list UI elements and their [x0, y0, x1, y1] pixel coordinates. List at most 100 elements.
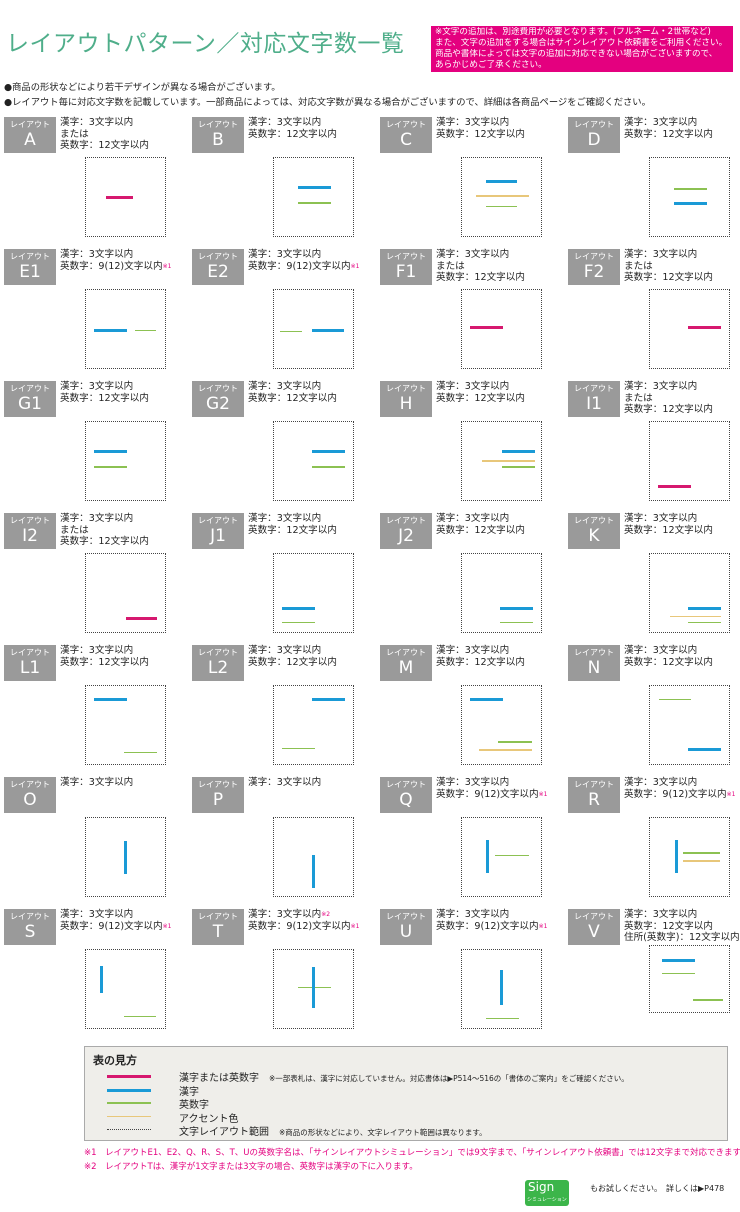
- layout-label-prefix: レイアウト: [574, 516, 614, 525]
- spec-line: 漢字：3文字以内: [60, 645, 149, 657]
- layout-cell-e2: レイアウト E2 漢字：3文字以内 英数字：9(12)文字以内※1: [192, 249, 378, 379]
- layout-spec: 漢字：3文字以内 英数字：9(12)文字以内※1: [60, 249, 171, 272]
- footnote-mark: ※1: [350, 262, 360, 270]
- layout-label: レイアウト L1: [4, 645, 56, 681]
- legend-swatch: [107, 1129, 151, 1130]
- legend-heading: 表の見方: [93, 1054, 137, 1067]
- spec-text: 英数字：12文字以内: [436, 656, 525, 668]
- layout-id: M: [398, 658, 414, 678]
- layout-cell-h: レイアウト H 漢字：3文字以内 英数字：12文字以内: [380, 381, 566, 511]
- spec-line: 英数字：9(12)文字以内※1: [624, 789, 735, 801]
- spec-text: 漢字：3文字以内: [60, 513, 134, 524]
- alnum-line: [281, 747, 316, 750]
- layout-range-box: [273, 157, 354, 237]
- layout-id: J1: [210, 526, 226, 546]
- legend-label: 漢字: [179, 1086, 199, 1098]
- kanji-line: [687, 748, 722, 752]
- spec-line: 英数字：12文字以内: [248, 657, 337, 669]
- alnum-line: [280, 330, 302, 333]
- layout-label-prefix: レイアウト: [10, 648, 50, 657]
- spec-line: 英数字：9(12)文字以内※1: [248, 921, 359, 933]
- spec-text: 英数字：12文字以内: [436, 392, 525, 404]
- layout-spec: 漢字：3文字以内 または 英数字：12文字以内: [624, 381, 713, 416]
- bullet-note: ●レイアウト毎に対応文字数を記載しています。一部商品によっては、対応文字数が異な…: [4, 97, 651, 108]
- layout-id: K: [588, 526, 600, 546]
- spec-line: または: [624, 261, 713, 273]
- layout-label-prefix: レイアウト: [198, 912, 238, 921]
- kanji-line: [469, 697, 504, 701]
- layout-cell-n: レイアウト N 漢字：3文字以内 英数字：12文字以内: [568, 645, 740, 775]
- spec-line: 英数字：12文字以内: [60, 536, 149, 548]
- layout-label-prefix: レイアウト: [386, 648, 426, 657]
- layout-label-prefix: レイアウト: [198, 384, 238, 393]
- layout-range-box: [649, 817, 730, 897]
- layout-label: レイアウト F1: [380, 249, 432, 285]
- alnum-line: [134, 329, 156, 332]
- spec-text: 漢字：3文字以内: [60, 777, 134, 788]
- layout-spec: 漢字：3文字以内: [248, 777, 321, 789]
- spec-line: 漢字：3文字以内: [436, 909, 547, 921]
- layout-cell-o: レイアウト O 漢字：3文字以内: [4, 777, 190, 907]
- spec-line: 英数字：12文字以内: [436, 129, 525, 141]
- spec-line: 漢字：3文字以内: [248, 381, 337, 393]
- layout-spec: 漢字：3文字以内 英数字：12文字以内: [436, 513, 525, 536]
- spec-line: または: [60, 525, 149, 537]
- spec-line: または: [60, 129, 149, 141]
- kanji-line: [281, 607, 316, 611]
- spec-text: 英数字：12文字以内: [624, 128, 713, 140]
- alnum-line: [501, 466, 535, 468]
- layout-spec: 漢字：3文字以内 英数字：12文字以内: [436, 381, 525, 404]
- legend-label: アクセント色: [179, 1113, 239, 1125]
- spec-line: 漢字：3文字以内: [248, 249, 359, 261]
- layout-label-prefix: レイアウト: [198, 516, 238, 525]
- layout-label: レイアウト V: [568, 909, 620, 945]
- spec-text: 漢字：3文字以内: [624, 909, 698, 920]
- spec-line: 漢字：3文字以内: [436, 249, 525, 261]
- spec-line: 英数字：12文字以内: [436, 657, 525, 669]
- kanji-line: [100, 965, 104, 993]
- footnote-mark: ※1: [538, 790, 548, 798]
- spec-text: 漢字：3文字以内: [248, 909, 322, 920]
- spec-text: 漢字：3文字以内: [624, 777, 698, 788]
- spec-text: 漢字：3文字以内: [60, 117, 134, 128]
- spec-text: 英数字：12文字以内: [60, 140, 149, 151]
- layout-id: D: [587, 130, 601, 150]
- layout-range-box: [273, 685, 354, 765]
- footnote-2: ※2 レイアウトTは、漢字が1文字または3文字の場合、英数字は漢字の下に入ります…: [84, 1162, 418, 1172]
- layout-label-prefix: レイアウト: [10, 912, 50, 921]
- spec-line: 漢字：3文字以内: [248, 645, 337, 657]
- spec-text: 英数字：12文字以内: [248, 128, 337, 140]
- spec-line: 英数字：12文字以内: [624, 404, 713, 416]
- spec-text: または: [60, 524, 89, 536]
- layout-label-prefix: レイアウト: [574, 912, 614, 921]
- layout-label: レイアウト S: [4, 909, 56, 945]
- alnum-line: [499, 621, 534, 624]
- layout-cell-k: レイアウト K 漢字：3文字以内 英数字：12文字以内: [568, 513, 740, 643]
- kanji-or-alnum-line: [657, 485, 692, 489]
- layout-label: レイアウト A: [4, 117, 56, 153]
- layout-id: G2: [206, 394, 230, 414]
- layout-id: Q: [399, 790, 413, 810]
- layout-id: B: [212, 130, 224, 150]
- spec-text: 漢字：3文字以内: [248, 117, 322, 128]
- layout-id: E1: [19, 262, 41, 282]
- notice-line: あらかじめご了承ください。: [435, 60, 547, 70]
- kanji-or-alnum-line: [469, 325, 504, 329]
- layout-spec: 漢字：3文字以内 英数字：9(12)文字以内※1: [436, 909, 547, 932]
- spec-text: 漢字：3文字以内: [248, 645, 322, 656]
- spec-text: 英数字：12文字以内: [436, 128, 525, 140]
- layout-label-prefix: レイアウト: [574, 648, 614, 657]
- layout-id: F1: [395, 262, 417, 282]
- legend-label: 英数字: [179, 1100, 209, 1111]
- alnum-line: [673, 188, 707, 190]
- spec-text: 住所(英数字)：12文字以内: [624, 932, 740, 943]
- layout-range-box: [461, 553, 542, 633]
- layout-label: レイアウト T: [192, 909, 244, 945]
- spec-line: 漢字：3文字以内: [60, 117, 149, 129]
- spec-text: 英数字：12文字以内: [436, 524, 525, 536]
- spec-text: 英数字：12文字以内: [624, 920, 713, 932]
- layout-id: N: [587, 658, 601, 678]
- spec-text: 漢字：3文字以内: [248, 381, 322, 392]
- legend-swatch: [107, 1115, 151, 1117]
- layout-label: レイアウト N: [568, 645, 620, 681]
